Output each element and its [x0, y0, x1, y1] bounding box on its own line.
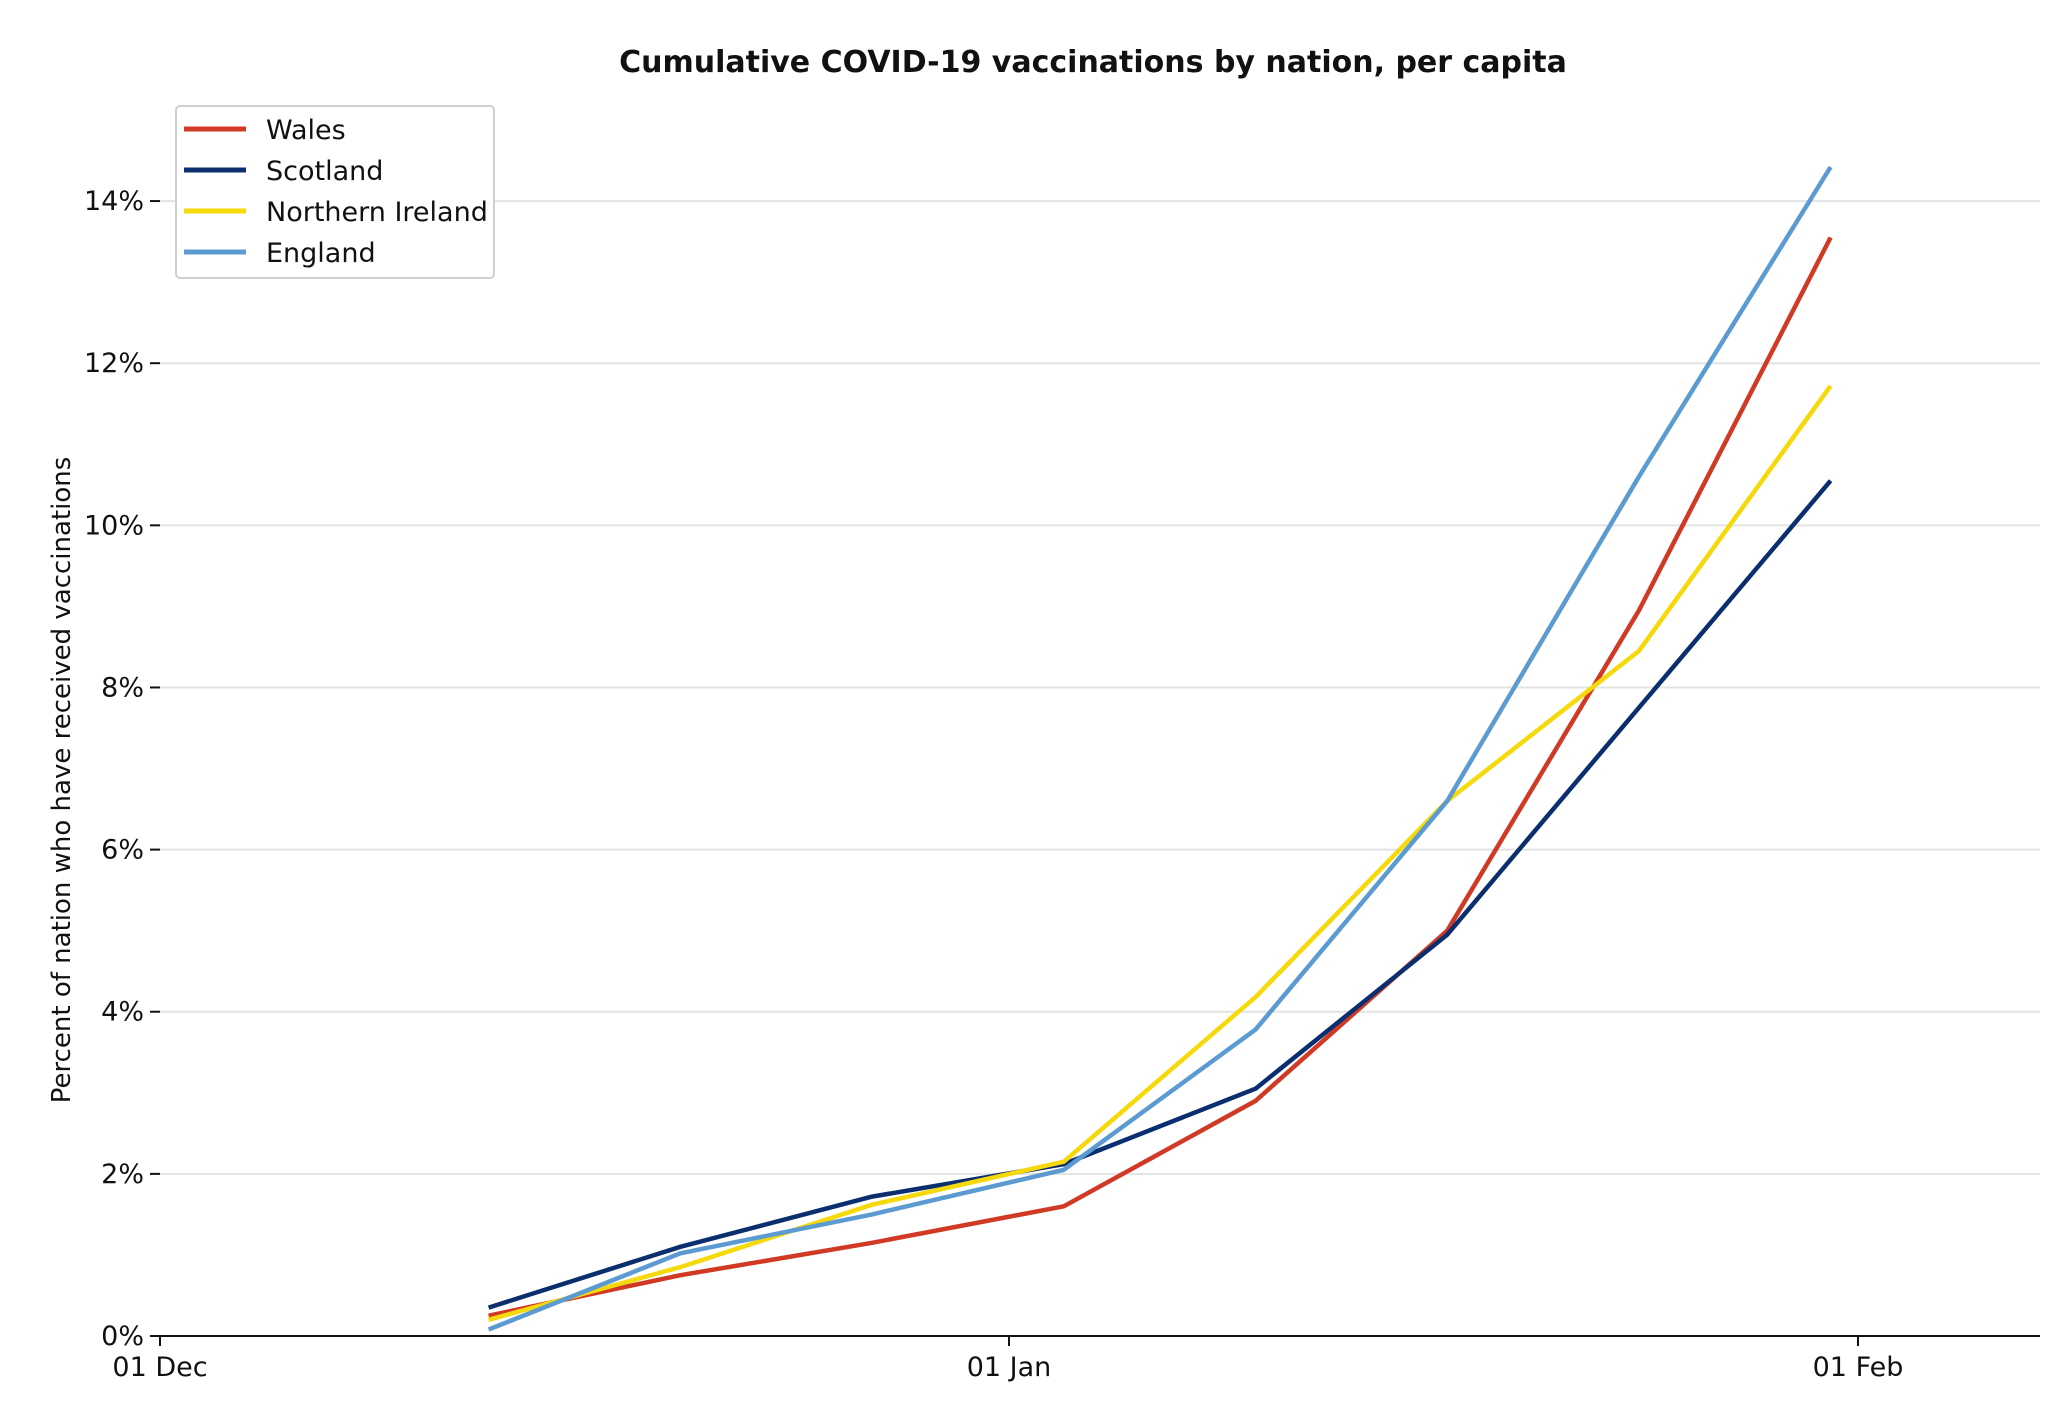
gridlines: [160, 200, 2040, 1175]
y-tick-label: 8%: [101, 672, 144, 703]
chart-title: Cumulative COVID-19 vaccinations by nati…: [619, 45, 1567, 80]
series-lines: [487, 165, 1833, 1332]
legend: Wales Scotland Northern Ireland England: [175, 105, 495, 279]
y-tick-label: 10%: [84, 510, 144, 541]
y-tick-label: 12%: [84, 348, 144, 379]
y-tick-label: 6%: [101, 835, 144, 866]
legend-label: England: [266, 238, 376, 269]
y-tick-label: 0%: [101, 1321, 144, 1352]
legend-label: Northern Ireland: [266, 197, 488, 228]
y-tick-label: 2%: [101, 1159, 144, 1190]
series-line-wales: [488, 236, 1833, 1318]
legend-box: [175, 105, 495, 279]
series-line-northern-ireland: [488, 384, 1833, 1322]
series-line-england: [487, 165, 1833, 1332]
x-axis: 01 Dec 01 Jan 01 Feb: [112, 1335, 2040, 1383]
y-axis-label: Percent of nation who have received vacc…: [47, 457, 77, 1104]
y-tick-label: 4%: [101, 997, 144, 1028]
y-tick-label: 14%: [84, 186, 144, 217]
legend-label: Scotland: [266, 156, 383, 187]
x-tick-label: 01 Dec: [112, 1352, 207, 1383]
y-axis: 0% 2% 4% 6% 8% 10% 12% 14%: [84, 186, 160, 1352]
x-tick-label: 01 Feb: [1813, 1352, 1904, 1383]
x-tick-label: 01 Jan: [967, 1352, 1052, 1383]
series-line-scotland: [487, 479, 1833, 1310]
legend-label: Wales: [266, 115, 346, 146]
